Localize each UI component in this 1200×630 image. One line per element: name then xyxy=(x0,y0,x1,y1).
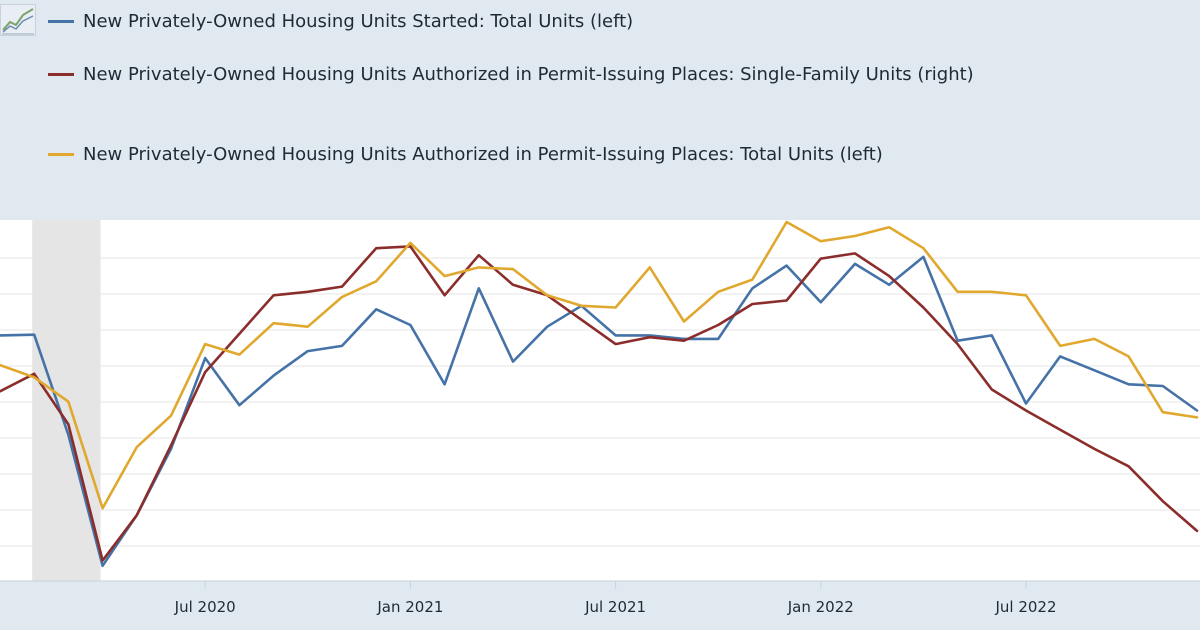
series-line-1 xyxy=(0,245,1199,562)
line-chart-icon[interactable] xyxy=(0,4,36,36)
legend-item-housing-starts[interactable]: New Privately-Owned Housing Units Starte… xyxy=(48,8,633,34)
x-tick-label-3: Jan 2022 xyxy=(787,598,854,616)
legend-swatch-total-permits xyxy=(48,152,74,156)
legend-label-single-family-permits: New Privately-Owned Housing Units Author… xyxy=(83,63,974,85)
legend-item-single-family-permits[interactable]: New Privately-Owned Housing Units Author… xyxy=(48,61,974,87)
legend-item-total-permits[interactable]: New Privately-Owned Housing Units Author… xyxy=(48,141,883,167)
legend-label-housing-starts: New Privately-Owned Housing Units Starte… xyxy=(83,10,634,32)
legend-swatch-housing-starts xyxy=(48,19,74,23)
x-tick-label-2: Jul 2021 xyxy=(584,598,646,616)
chart-legend: New Privately-Owned Housing Units Starte… xyxy=(0,0,1200,220)
legend-label-total-permits: New Privately-Owned Housing Units Author… xyxy=(83,143,883,165)
series-line-2 xyxy=(0,220,1199,510)
x-tick-label-1: Jan 2021 xyxy=(376,598,443,616)
plot-background xyxy=(0,220,1200,581)
x-tick-label-4: Jul 2022 xyxy=(994,598,1056,616)
x-tick-label-0: Jul 2020 xyxy=(174,598,236,616)
x-axis: Jul 2020 Jan 2021 Jul 2021 Jan 2022 Jul 2022… xyxy=(0,580,1200,616)
series-lines xyxy=(0,220,1199,568)
legend-swatch-single-family-permits xyxy=(48,72,74,76)
grid-lines xyxy=(0,257,1200,547)
series-line-0 xyxy=(0,255,1199,568)
